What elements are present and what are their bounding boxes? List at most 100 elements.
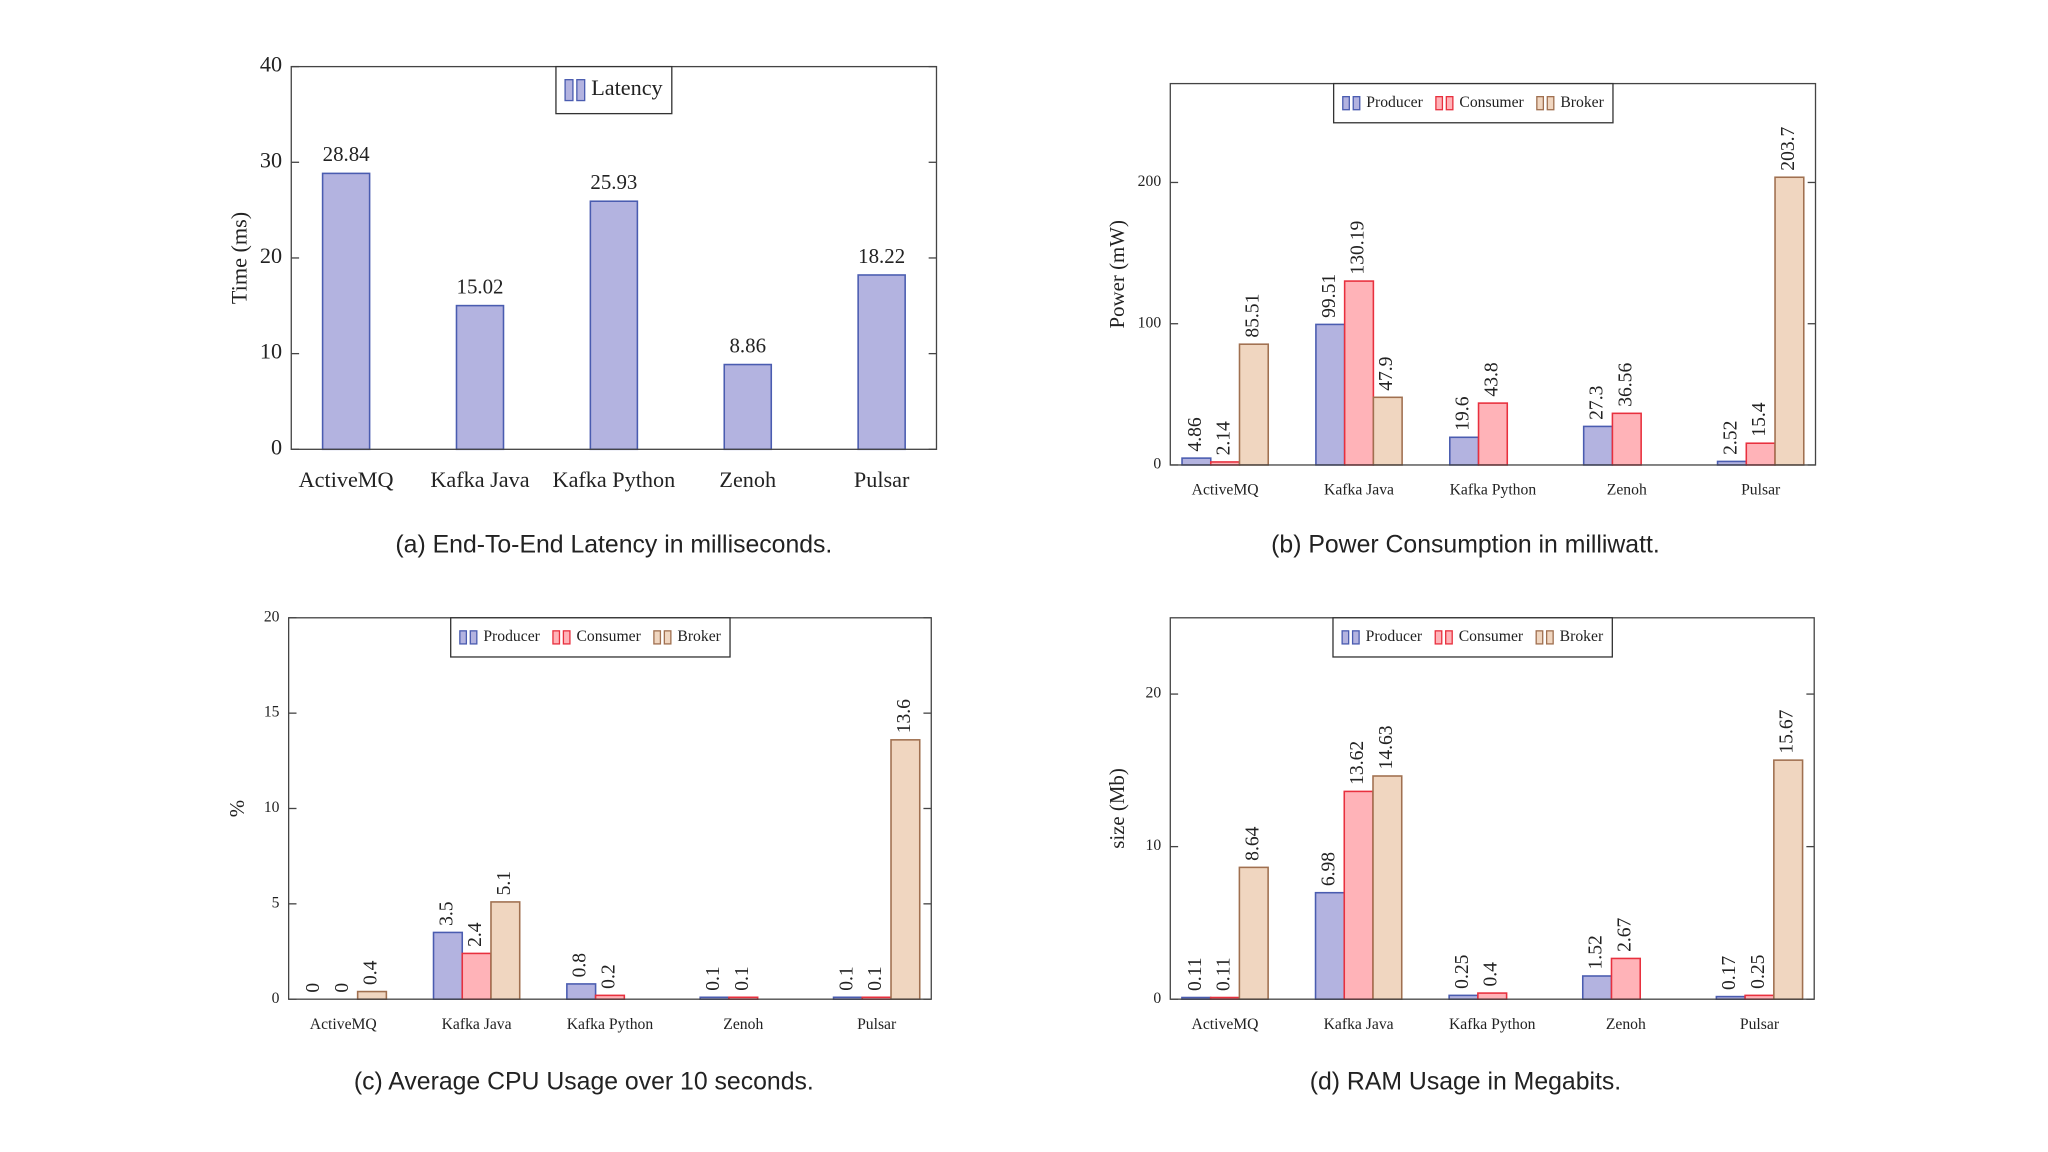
x-tick-label: Kafka Python: [567, 1016, 654, 1033]
legend-swatch: [1535, 630, 1544, 645]
legend-label: Consumer: [576, 628, 641, 645]
bar: [566, 983, 597, 1000]
x-tick-label: Zenoh: [1606, 1016, 1646, 1033]
value-label: 0: [332, 983, 353, 993]
bar: [1745, 442, 1776, 466]
y-tick-label: 10: [264, 799, 280, 816]
x-tick-label: Kafka Java: [442, 1016, 512, 1033]
y-axis-label: size (Mb): [1105, 768, 1129, 849]
chart: 0 10 20 30 40 ActiveMQ Kafka Java Kafka Python Z…: [227, 52, 938, 559]
bar: [1343, 790, 1374, 1000]
x-tick-label: ActiveMQ: [1192, 1016, 1260, 1033]
legend-swatch: [576, 79, 586, 102]
legend-box: [450, 617, 731, 658]
x-tick-label: Kafka Python: [1449, 1016, 1536, 1033]
x-tick-label: Pulsar: [857, 1016, 897, 1033]
caption: (b) Power Consumption in milliwatt.: [1271, 532, 1660, 559]
caption: (d) RAM Usage in Megabits.: [1310, 1068, 1621, 1095]
value-label: 0.8: [570, 953, 591, 978]
x-tick-label: ActiveMQ: [299, 467, 394, 492]
x-tick-label: Pulsar: [854, 467, 910, 492]
legend-label: Broker: [677, 628, 721, 645]
value-label: 13.62: [1347, 741, 1368, 785]
legend-swatch: [663, 630, 672, 645]
legend-swatch: [1445, 630, 1453, 645]
bar: [1314, 891, 1346, 1000]
legend: Producer Consumer Broker: [1332, 617, 1613, 658]
legend-box: [555, 65, 673, 115]
bar: [1773, 759, 1804, 1000]
bar: [1477, 992, 1508, 1000]
plot-frame: [287, 617, 932, 1000]
x-tick-label: ActiveMQ: [310, 1016, 378, 1033]
value-label: 85.51: [1242, 294, 1263, 338]
legend-label: Consumer: [1459, 628, 1524, 645]
legend-label: Producer: [483, 628, 540, 645]
value-label: 0.25: [1748, 954, 1769, 988]
y-tick-label: 200: [1138, 173, 1162, 190]
value-label: 0.2: [598, 964, 619, 988]
value-label: 15.4: [1749, 402, 1770, 436]
value-label: 203.7: [1778, 126, 1799, 170]
y-axis-label: Power (mW): [1105, 220, 1129, 328]
y-axis-label: Time (ms): [227, 212, 252, 304]
y-tick-label: 0: [272, 990, 280, 1007]
value-label: 15.67: [1777, 709, 1798, 753]
legend: Producer Consumer Broker: [450, 617, 731, 658]
y-tick-label: 20: [260, 243, 282, 268]
y-tick-label: 15: [264, 704, 280, 721]
x-tick-label: Kafka Java: [430, 467, 529, 492]
x-tick-label: Zenoh: [723, 1016, 763, 1033]
bar: [1477, 402, 1509, 466]
legend-swatch: [1342, 95, 1350, 111]
x-tick-label: ActiveMQ: [1192, 482, 1260, 499]
bar: [1581, 975, 1613, 1000]
bar: [490, 901, 521, 1000]
y-tick-label: 40: [260, 52, 282, 77]
bar: [1343, 280, 1375, 466]
value-label: 28.84: [323, 142, 371, 166]
value-label: 5.1: [494, 871, 515, 895]
value-label: 2.4: [465, 922, 486, 947]
bar: [589, 200, 639, 451]
value-label: 0.25: [1452, 954, 1473, 988]
bar: [1372, 775, 1403, 1000]
bar: [432, 931, 464, 1000]
bar: [1372, 396, 1403, 466]
value-label: 99.51: [1319, 274, 1340, 318]
legend-label: Broker: [1560, 628, 1604, 645]
bar: [723, 363, 773, 451]
legend: Producer Consumer Broker: [1332, 82, 1614, 124]
y-tick-label: 20: [264, 608, 280, 625]
legend-label: Producer: [1366, 94, 1423, 111]
value-label: 0.1: [865, 966, 886, 990]
bar: [1582, 425, 1614, 466]
value-label: 0.1: [836, 966, 857, 990]
value-label: 2.14: [1214, 421, 1235, 455]
caption: (c) Average CPU Usage over 10 seconds.: [354, 1068, 814, 1095]
legend-swatch: [552, 630, 561, 645]
value-label: 0.17: [1719, 956, 1740, 990]
value-label: 18.22: [858, 244, 905, 268]
legend-swatch: [1341, 630, 1350, 645]
y-tick-label: 0: [1153, 990, 1161, 1007]
value-label: 25.93: [590, 170, 637, 194]
value-label: 8.64: [1242, 826, 1263, 860]
chart: 0 10 20 ActiveMQ Kafka Java Kafka Python Zenoh…: [1105, 617, 1815, 1095]
bar: [356, 990, 388, 1000]
x-tick-label: Pulsar: [1740, 1016, 1780, 1033]
x-tick-label: Kafka Java: [1324, 482, 1394, 499]
y-axis-label: %: [225, 800, 249, 817]
y-tick-label: 0: [271, 434, 282, 459]
bar: [321, 172, 371, 451]
bar: [1449, 436, 1480, 466]
legend-swatch: [653, 630, 662, 645]
legend-box: [1332, 82, 1614, 124]
legend-swatch: [1435, 95, 1444, 111]
legend-swatch: [459, 630, 468, 645]
legend-label: Consumer: [1459, 94, 1524, 111]
value-label: 0.1: [732, 966, 753, 990]
value-label: 0.4: [361, 960, 382, 985]
